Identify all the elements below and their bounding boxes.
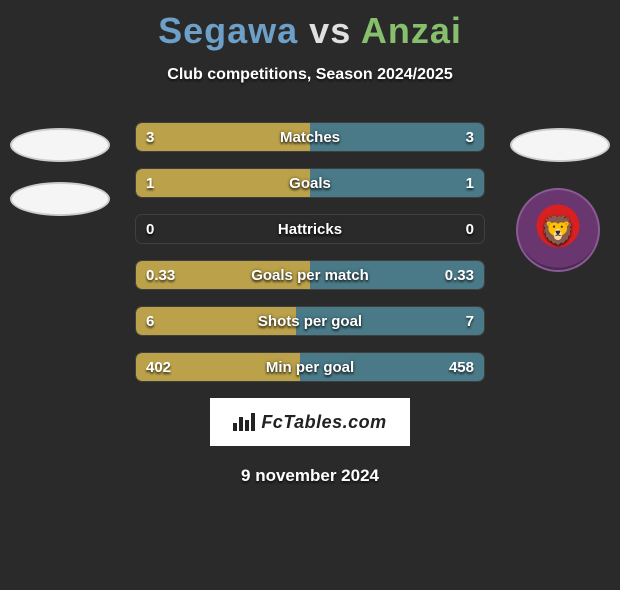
brand-text: FcTables.com [261, 412, 386, 433]
player2-name: Anzai [361, 10, 462, 51]
stat-value-left: 1 [146, 169, 154, 197]
stat-row: 402458Min per goal [135, 352, 485, 382]
player1-badges [10, 128, 110, 216]
vs-text: vs [309, 10, 351, 51]
stat-value-left: 6 [146, 307, 154, 335]
stat-row: 67Shots per goal [135, 306, 485, 336]
badge-placeholder [10, 182, 110, 216]
brand-box[interactable]: FcTables.com [210, 398, 410, 446]
stat-bar-left [136, 169, 310, 197]
player2-badges [510, 128, 610, 162]
stat-value-left: 0 [146, 215, 154, 243]
stat-value-right: 458 [449, 353, 474, 381]
stat-row: 0.330.33Goals per match [135, 260, 485, 290]
stat-bar-left [136, 123, 310, 151]
club-badge-icon: 🦁 [541, 214, 576, 247]
stat-bar-left [136, 307, 296, 335]
stat-value-left: 0.33 [146, 261, 175, 289]
player1-name: Segawa [158, 10, 298, 51]
badge-placeholder [510, 128, 610, 162]
stat-value-right: 7 [466, 307, 474, 335]
stat-label: Hattricks [136, 215, 484, 243]
stat-value-left: 3 [146, 123, 154, 151]
stat-bar-right [310, 123, 484, 151]
chart-bars-icon [233, 413, 255, 431]
date-text: 9 november 2024 [0, 466, 620, 486]
stat-bar-right [296, 307, 484, 335]
stat-value-right: 0.33 [445, 261, 474, 289]
stat-row: 33Matches [135, 122, 485, 152]
stat-value-left: 402 [146, 353, 171, 381]
stat-value-right: 1 [466, 169, 474, 197]
badge-placeholder [10, 128, 110, 162]
stat-value-right: 3 [466, 123, 474, 151]
stat-bar-right [310, 169, 484, 197]
stat-row: 0 0Hattricks [135, 214, 485, 244]
stats-container: 33Matches11Goals00Hattricks0.330.33Goals… [135, 122, 485, 382]
page-title: Segawa vs Anzai [0, 10, 620, 52]
stat-value-right: 0 [466, 215, 474, 243]
subtitle: Club competitions, Season 2024/2025 [0, 66, 620, 84]
stat-row: 11Goals [135, 168, 485, 198]
club-badge-kyoto-sanga: 🦁 [516, 188, 600, 272]
